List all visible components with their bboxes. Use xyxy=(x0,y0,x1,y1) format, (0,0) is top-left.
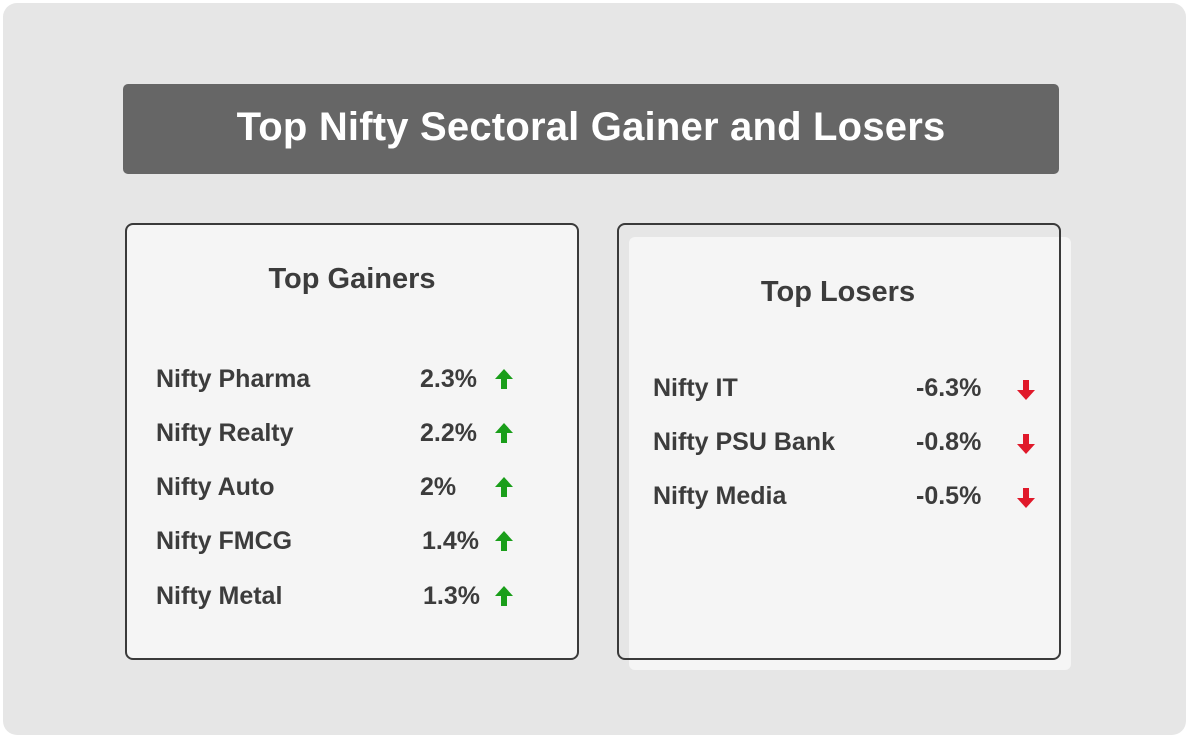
arrow-down-icon xyxy=(1017,380,1035,400)
list-item: Nifty FMCG 1.4% xyxy=(156,524,526,558)
page-title: Top Nifty Sectoral Gainer and Losers xyxy=(236,104,946,149)
top-losers-heading: Top Losers xyxy=(760,276,916,308)
sector-change: -0.5% xyxy=(916,482,982,510)
arrow-up-icon xyxy=(495,531,513,551)
sector-change: 2.2% xyxy=(420,419,477,447)
top-losers-card: Top Losers Nifty IT -6.3% Nifty PSU Bank… xyxy=(617,223,1061,660)
arrow-down-icon xyxy=(1017,434,1035,454)
sector-name: Nifty Metal xyxy=(156,582,283,610)
arrow-up-icon xyxy=(495,586,513,606)
top-gainers-heading: Top Gainers xyxy=(268,263,436,295)
sector-name: Nifty PSU Bank xyxy=(653,428,835,456)
top-gainers-card: Top Gainers Nifty Pharma 2.3% Nifty Real… xyxy=(125,223,579,660)
top-losers-card-backing xyxy=(629,237,1071,670)
arrow-up-icon xyxy=(495,423,513,443)
arrow-up-icon xyxy=(495,477,513,497)
arrow-up-icon xyxy=(495,369,513,389)
sector-name: Nifty Media xyxy=(653,482,787,510)
sector-name: Nifty Auto xyxy=(156,473,275,501)
sector-name: Nifty FMCG xyxy=(156,527,293,555)
sector-name: Nifty Pharma xyxy=(156,365,311,393)
list-item: Nifty PSU Bank -0.8% xyxy=(653,425,1043,459)
sector-change: 2.3% xyxy=(420,365,477,393)
list-item: Nifty Auto 2% xyxy=(156,470,526,504)
arrow-down-icon xyxy=(1017,488,1035,508)
sector-name: Nifty Realty xyxy=(156,419,294,447)
sector-name: Nifty IT xyxy=(653,374,738,402)
sector-change: 2% xyxy=(420,473,457,501)
background-panel: Top Nifty Sectoral Gainer and Losers Top… xyxy=(3,3,1186,735)
list-item: Nifty Media -0.5% xyxy=(653,479,1043,513)
sector-change: 1.3% xyxy=(423,582,480,610)
sector-change: 1.4% xyxy=(422,527,479,555)
list-item: Nifty Pharma 2.3% xyxy=(156,362,526,396)
list-item: Nifty Metal 1.3% xyxy=(156,579,526,613)
list-item: Nifty Realty 2.2% xyxy=(156,416,526,450)
title-banner: Top Nifty Sectoral Gainer and Losers xyxy=(123,84,1059,174)
sector-change: -6.3% xyxy=(916,374,982,402)
list-item: Nifty IT -6.3% xyxy=(653,371,1043,405)
sector-change: -0.8% xyxy=(916,428,982,456)
